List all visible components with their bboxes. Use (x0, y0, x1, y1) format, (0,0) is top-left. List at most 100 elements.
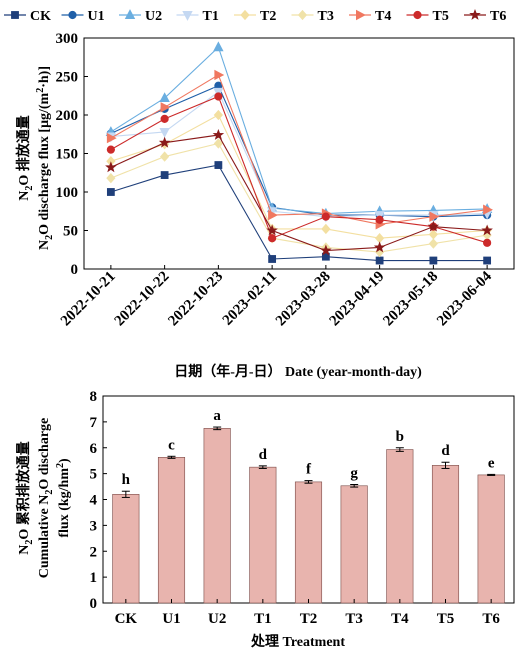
bar-t4 (386, 449, 414, 604)
significance-label-t6: e (488, 455, 495, 471)
bar-chart-y-title-line2: Cumulative N2O discharge (37, 418, 55, 579)
significance-label-t1: d (259, 447, 268, 463)
data-point-t6 (266, 224, 278, 236)
line-chart-x-tick-label: 2023-05-18 (380, 269, 441, 330)
series-ck (106, 161, 492, 265)
data-point-ck (268, 255, 277, 263)
bar-chart-y-tick-label: 2 (90, 544, 98, 560)
legend-marker-triangle-right-icon (355, 9, 366, 21)
bar-chart-x-ticks: CK U1 U2 T1 T2 T3 T4 T5 T6 (115, 599, 500, 627)
legend-marker-circle-icon (413, 10, 422, 20)
bar-chart-x-tick-label: T4 (391, 611, 409, 627)
line-chart-series (105, 41, 493, 265)
significance-label-u2: a (213, 408, 221, 424)
bar-chart: 0 1 2 3 4 5 6 7 8 h c a d f g b d e CK U1 U2 T1 T2 T3 T4 T5 T6 N… (15, 389, 515, 650)
data-point-t4 (160, 102, 171, 113)
bar-chart-x-tick-label: T3 (345, 611, 363, 627)
legend-marker-diamond-icon (240, 9, 250, 21)
data-point-t5 (106, 145, 115, 154)
legend-label-t6: T6 (490, 9, 506, 24)
data-point-t5 (321, 212, 330, 221)
line-chart-frame (83, 37, 515, 270)
data-point-t3 (213, 138, 223, 149)
bar-chart-y-title-line1: N2O 累积排放通量 (15, 441, 35, 555)
bar-chart-y-tick-label: 6 (90, 441, 98, 457)
significance-label-ck: h (122, 472, 131, 488)
bar-chart-bars: h c a d f g b d e (112, 408, 505, 604)
bar-t6 (477, 474, 505, 604)
bar-chart-x-tick-label: T1 (254, 611, 272, 627)
line-chart-y-ticks: 0 50 100 150 200 250 300 (56, 31, 88, 278)
data-point-t6 (373, 241, 386, 253)
legend-marker-triangle-up-icon (124, 9, 136, 20)
bar-chart-x-tick-label: T5 (437, 611, 455, 627)
bar-chart-y-tick-label: 0 (90, 596, 98, 612)
significance-label-t4: b (396, 429, 404, 445)
series-t6 (105, 128, 493, 256)
significance-label-t5: d (441, 443, 450, 459)
series-t3 (106, 138, 492, 258)
legend-label-ck: CK (30, 9, 51, 24)
line-chart-x-ticks: 2022-10-212022-10-222022-10-232023-02-11… (58, 265, 495, 329)
line-chart-y-tick-label: 0 (71, 262, 79, 278)
bar-t5 (431, 465, 460, 604)
legend-label-t3: T3 (318, 9, 334, 24)
data-point-t6 (105, 161, 117, 173)
data-point-t2 (321, 223, 331, 235)
data-point-t5 (483, 238, 492, 247)
data-point-u2 (213, 41, 224, 52)
series-line-t5 (110, 95, 488, 244)
legend: CK U1 U2 T1 T2 T3 T4 T5 T6 (4, 8, 506, 24)
line-chart-y-tick-label: 200 (56, 108, 79, 124)
legend-label-t5: T5 (433, 9, 449, 24)
legend-label-u1: U1 (88, 9, 105, 24)
data-point-t6 (320, 244, 332, 256)
legend-label-t2: T2 (260, 9, 276, 24)
legend-label-u2: U2 (145, 9, 162, 24)
data-point-t1 (159, 127, 170, 138)
data-point-t2 (213, 109, 223, 121)
data-point-t6 (427, 220, 440, 232)
line-chart-x-tick-label: 2023-03-28 (273, 269, 334, 330)
data-point-t4 (483, 204, 493, 215)
data-point-ck (106, 188, 115, 196)
data-point-ck (321, 252, 330, 261)
legend-marker-diamond-icon (297, 9, 308, 21)
bar-chart-x-tick-label: U2 (208, 611, 226, 627)
line-chart-y-title-en: N2O discharge flux [μg/(m2·h)] (35, 66, 55, 250)
line-chart-x-tick-label: 2023-04-19 (327, 269, 388, 330)
data-point-t5 (214, 92, 223, 101)
bar-chart-x-tick-label: T2 (300, 611, 318, 627)
legend-marker-star-icon (469, 8, 481, 20)
data-point-ck (214, 161, 223, 169)
bar-chart-y-tick-label: 7 (90, 415, 98, 431)
legend-marker-triangle-down-icon (182, 11, 193, 21)
bar-chart-x-title: 处理 Treatment (250, 633, 345, 650)
bar-chart-x-tick-label: T6 (482, 611, 500, 627)
data-point-u2 (159, 92, 170, 103)
significance-label-u1: c (168, 437, 175, 453)
data-point-t6 (481, 224, 493, 236)
series-line-u2 (110, 46, 488, 215)
data-point-t6 (158, 136, 171, 148)
series-line-t2 (110, 114, 488, 239)
bar-chart-y-ticks: 0 1 2 3 4 5 6 7 8 (90, 389, 107, 612)
series-t2 (106, 109, 492, 244)
line-chart-x-title: 日期（年-月-日） Date (year-month-day) (174, 363, 422, 380)
data-point-ck (429, 256, 438, 265)
data-point-t5 (375, 215, 384, 224)
bar-u1 (157, 457, 186, 604)
data-point-t4 (268, 209, 278, 221)
data-point-ck (375, 256, 384, 265)
line-chart-x-tick-label: 2023-06-04 (434, 268, 495, 329)
line-chart-y-tick-label: 100 (56, 185, 79, 201)
bar-chart-y-tick-label: 4 (90, 493, 98, 509)
data-point-t5 (268, 234, 277, 243)
bar-ck (112, 494, 140, 604)
bar-chart-y-tick-label: 5 (90, 467, 98, 483)
legend-marker-circle-icon (68, 10, 77, 20)
bar-chart-y-title-line3: flux (kg/hm2) (55, 458, 72, 538)
series-line-t3 (110, 142, 488, 253)
bar-chart-y-tick-label: 1 (90, 570, 98, 586)
